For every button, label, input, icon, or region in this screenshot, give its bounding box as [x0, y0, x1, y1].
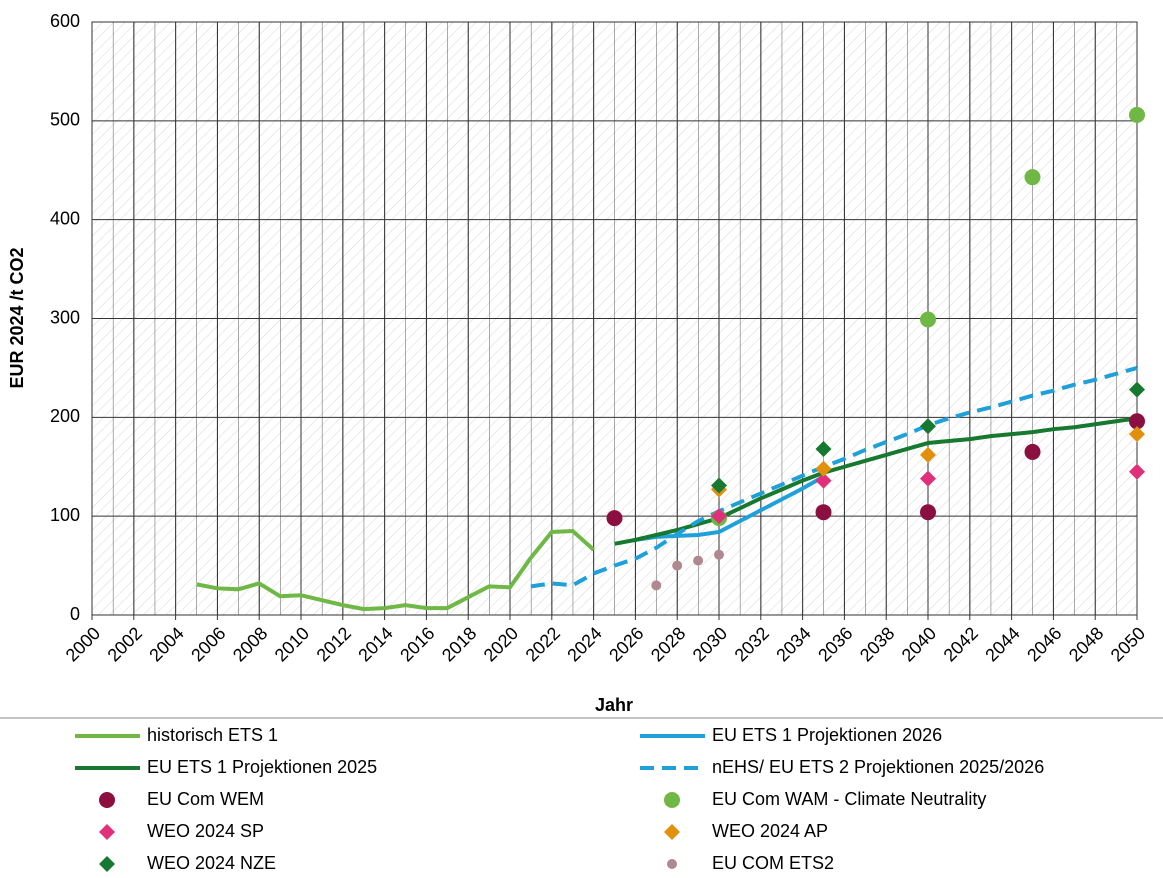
x-tick-label: 2002: [104, 623, 146, 665]
series-point: [1024, 443, 1041, 460]
x-tick-label: 2008: [229, 623, 271, 665]
x-tick-label: 2034: [772, 623, 814, 665]
series-point: [920, 446, 936, 463]
x-tick-label: 2050: [1107, 623, 1149, 665]
series-point: [1129, 413, 1145, 430]
legend-label: nEHS/ EU ETS 2 Projektionen 2025/2026: [712, 757, 1044, 777]
x-tick-label: 2010: [271, 623, 313, 665]
legend-label: EU Com WEM: [147, 789, 264, 809]
legend-swatch: [99, 792, 115, 808]
x-tick-label: 2004: [145, 623, 187, 665]
series-point: [693, 555, 704, 566]
series-point: [815, 460, 832, 477]
legend-swatch: [99, 824, 115, 840]
x-tick-label: 2048: [1065, 623, 1107, 665]
series-point: [920, 418, 936, 435]
legend-swatch: [667, 859, 677, 869]
series-point: [815, 504, 832, 521]
series-line: [530, 365, 1138, 589]
y-tick-label: 400: [50, 208, 80, 228]
x-tick-label: 2016: [396, 623, 438, 665]
y-tick-label: 500: [50, 110, 80, 130]
x-tick-label: 2022: [522, 623, 564, 665]
series-point: [714, 549, 724, 560]
x-tick-label: 2012: [313, 623, 355, 665]
legend-label: EU COM ETS2: [712, 853, 834, 873]
series-line: [196, 528, 595, 612]
series-point: [920, 504, 936, 521]
series-point: [711, 477, 727, 494]
series-point: [1129, 381, 1145, 398]
x-tick-label: 2026: [605, 623, 647, 665]
x-tick-label: 2042: [940, 623, 982, 665]
y-tick-label: 200: [50, 406, 80, 426]
x-tick-label: 2018: [438, 623, 480, 665]
y-tick-label: 300: [50, 307, 80, 327]
x-tick-label: 2032: [731, 623, 773, 665]
series-point: [711, 508, 727, 525]
series-point: [651, 580, 662, 591]
series-point: [815, 440, 832, 457]
legend-label: historisch ETS 1: [147, 725, 278, 745]
y-tick-label: 0: [70, 604, 80, 624]
series-line: [635, 474, 825, 542]
series-point: [920, 311, 936, 328]
series-point: [1024, 169, 1041, 186]
series-point: [920, 470, 936, 487]
x-tick-label: 2014: [354, 623, 396, 665]
series-point: [606, 510, 623, 527]
legend-label: EU Com WAM - Climate Neutrality: [712, 789, 986, 809]
x-tick-label: 2038: [856, 623, 898, 665]
x-tick-label: 2040: [898, 623, 940, 665]
legend-swatch: [664, 792, 680, 808]
legend-swatch: [664, 824, 680, 840]
series-point: [1129, 426, 1145, 443]
x-tick-label: 2006: [187, 623, 229, 665]
legend-label: WEO 2024 AP: [712, 821, 828, 841]
series-point: [815, 472, 832, 489]
series-point: [672, 560, 683, 571]
x-tick-label: 2020: [480, 623, 522, 665]
x-tick-label: 2000: [62, 623, 104, 665]
y-tick-label: 600: [50, 11, 80, 31]
series-point: [1129, 463, 1145, 480]
legend-swatch: [99, 856, 115, 872]
legend-label: WEO 2024 SP: [147, 821, 264, 841]
x-tick-label: 2044: [981, 623, 1023, 665]
x-tick-label: 2030: [689, 623, 731, 665]
legend-label: EU ETS 1 Projektionen 2025: [147, 757, 377, 777]
legend-label: WEO 2024 NZE: [147, 853, 276, 873]
series-line: [614, 416, 1138, 546]
series-point: [1129, 106, 1145, 123]
x-tick-label: 2046: [1023, 623, 1065, 665]
x-tick-label: 2028: [647, 623, 689, 665]
x-axis-label: Jahr: [595, 695, 633, 715]
x-tick-label: 2024: [563, 623, 605, 665]
y-axis-label: EUR 2024 /t CO2: [7, 247, 27, 388]
y-tick-label: 100: [50, 505, 80, 525]
x-tick-label: 2036: [814, 623, 856, 665]
legend-label: EU ETS 1 Projektionen 2026: [712, 725, 942, 745]
